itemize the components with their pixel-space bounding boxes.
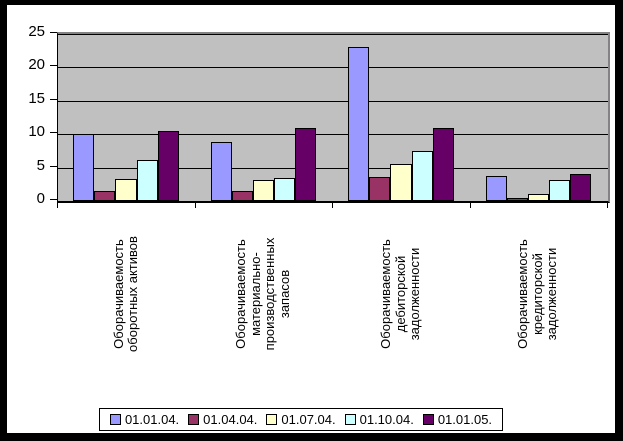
- legend-label: 01.04.04.: [203, 412, 258, 427]
- y-axis-tick: [50, 32, 57, 33]
- legend-label: 01.07.04.: [281, 412, 336, 427]
- bar: [527, 194, 550, 201]
- bar: [115, 178, 137, 201]
- legend-item: 01.01.04.: [109, 412, 180, 427]
- bar: [570, 174, 592, 201]
- legend-swatch-icon: [188, 414, 200, 425]
- plot-area: [57, 32, 610, 203]
- bar: [369, 176, 391, 201]
- y-axis-tick-label: 15: [28, 89, 45, 107]
- legend-item: 01.04.04.: [188, 412, 257, 427]
- y-axis-tick-label: 25: [28, 23, 45, 40]
- bar: [506, 197, 528, 201]
- y-axis-tick: [50, 65, 57, 67]
- bar: [136, 159, 158, 201]
- bar: [411, 150, 433, 201]
- category-label: Оборачиваемость оборотных активов: [110, 236, 140, 352]
- y-axis-tick: [50, 165, 57, 167]
- gridline: [58, 67, 608, 69]
- x-axis-tick: [607, 201, 608, 208]
- bar: [295, 127, 317, 201]
- bar: [274, 177, 296, 201]
- legend-item: 01.10.04.: [344, 412, 414, 427]
- legend-label: 01.01.05.: [437, 412, 493, 427]
- legend-item: 01.07.04.: [266, 412, 336, 427]
- y-axis-tick-label: 20: [28, 56, 45, 74]
- x-axis-tick: [469, 201, 471, 208]
- bar: [348, 47, 370, 201]
- gridline: [58, 100, 608, 102]
- legend: 01.01.04. 01.04.04. 01.07.04. 01.10.04. 01.0…: [99, 408, 503, 431]
- x-axis-tick: [332, 201, 333, 208]
- bar: [73, 134, 95, 201]
- category-label: Оборачиваемость кредиторской задолженнос…: [515, 239, 560, 349]
- bar: [485, 176, 507, 201]
- bar: [210, 142, 232, 201]
- category-label: Оборачиваемость дебиторской задолженност…: [378, 239, 422, 349]
- gridline: [58, 167, 608, 169]
- y-axis-tick: [50, 98, 57, 100]
- x-axis-tick: [57, 201, 58, 208]
- bar: [549, 179, 571, 201]
- bar: [231, 190, 253, 201]
- bar: [94, 190, 116, 201]
- bar: [252, 180, 275, 201]
- y-axis-tick: [50, 132, 57, 134]
- bar: [390, 163, 412, 201]
- category-label: Оборачиваемость материально- производств…: [233, 237, 292, 351]
- bar: [432, 127, 454, 201]
- x-axis-tick: [194, 201, 196, 208]
- legend-swatch-icon: [422, 414, 434, 425]
- y-axis-tick: [50, 199, 57, 200]
- y-axis-tick-label: 0: [36, 190, 45, 207]
- y-axis-tick-label: 5: [36, 156, 45, 174]
- gridline: [58, 134, 608, 136]
- legend-label: 01.10.04.: [359, 412, 414, 427]
- legend-swatch-icon: [109, 414, 121, 425]
- legend-label: 01.01.04.: [124, 412, 180, 427]
- legend-item: 01.01.05.: [422, 412, 493, 427]
- y-axis-tick-label: 10: [28, 123, 45, 141]
- chart-canvas: 0 5 10 15 20 25 Оборачиваемость оборотных акт…: [7, 5, 615, 433]
- bar: [157, 130, 179, 201]
- gridline: [58, 34, 608, 35]
- legend-swatch-icon: [266, 414, 278, 425]
- legend-swatch-icon: [344, 414, 356, 425]
